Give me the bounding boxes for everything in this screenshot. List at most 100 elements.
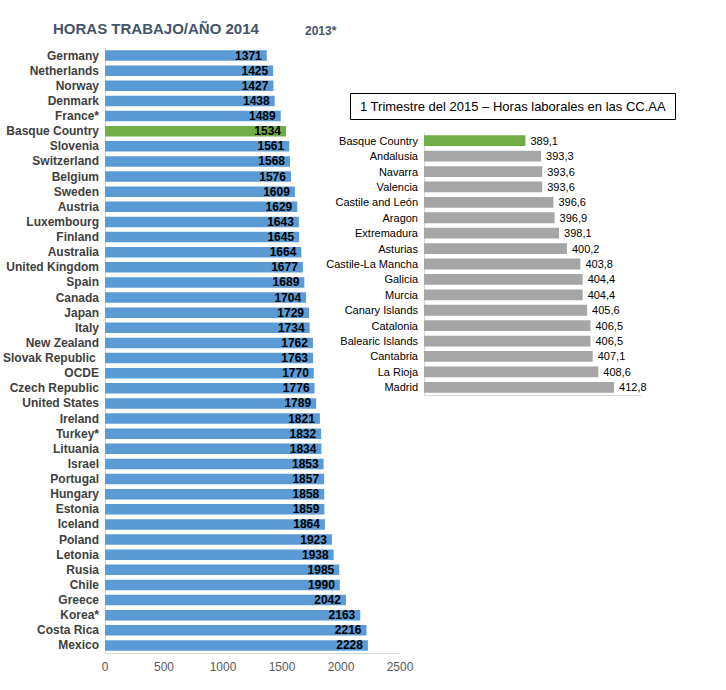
svg-text:1000: 1000 bbox=[210, 660, 237, 674]
svg-text:1561: 1561 bbox=[258, 139, 285, 153]
svg-text:Castile and León: Castile and León bbox=[335, 196, 418, 208]
svg-text:2013*: 2013* bbox=[305, 24, 337, 38]
svg-text:Israel: Israel bbox=[68, 457, 99, 471]
svg-text:La Rioja: La Rioja bbox=[378, 366, 419, 378]
svg-text:1664: 1664 bbox=[270, 245, 297, 259]
svg-text:1677: 1677 bbox=[271, 260, 298, 274]
svg-text:1858: 1858 bbox=[293, 487, 320, 501]
svg-text:1832: 1832 bbox=[289, 427, 316, 441]
svg-text:Mexico: Mexico bbox=[58, 638, 99, 652]
svg-text:1734: 1734 bbox=[278, 321, 305, 335]
svg-text:1489: 1489 bbox=[249, 109, 276, 123]
svg-text:Catalonia: Catalonia bbox=[372, 320, 419, 332]
svg-text:1938: 1938 bbox=[302, 548, 329, 562]
svg-text:Cantabria: Cantabria bbox=[370, 350, 419, 362]
svg-text:1834: 1834 bbox=[290, 442, 317, 456]
svg-text:1645: 1645 bbox=[267, 230, 294, 244]
svg-text:393,6: 393,6 bbox=[547, 181, 575, 193]
svg-text:1762: 1762 bbox=[281, 336, 308, 350]
svg-text:Sweden: Sweden bbox=[54, 185, 99, 199]
svg-text:Germany: Germany bbox=[47, 49, 99, 63]
svg-text:1729: 1729 bbox=[277, 306, 304, 320]
svg-text:2042: 2042 bbox=[314, 593, 341, 607]
svg-text:New Zealand: New Zealand bbox=[26, 336, 99, 350]
svg-text:407,1: 407,1 bbox=[598, 350, 626, 362]
svg-text:1425: 1425 bbox=[241, 64, 268, 78]
svg-text:Andalusia: Andalusia bbox=[370, 150, 419, 162]
svg-text:Madrid: Madrid bbox=[384, 381, 418, 393]
svg-text:Asturias: Asturias bbox=[378, 243, 418, 255]
svg-text:Iceland: Iceland bbox=[58, 517, 99, 531]
svg-text:Slovenia: Slovenia bbox=[50, 139, 100, 153]
svg-text:Greece: Greece bbox=[58, 593, 99, 607]
svg-text:1438: 1438 bbox=[243, 94, 270, 108]
svg-text:Canada: Canada bbox=[56, 291, 100, 305]
svg-text:406,5: 406,5 bbox=[595, 320, 623, 332]
svg-text:1857: 1857 bbox=[292, 472, 319, 486]
svg-text:Denmark: Denmark bbox=[48, 94, 100, 108]
svg-text:1776: 1776 bbox=[283, 381, 310, 395]
svg-text:406,5: 406,5 bbox=[595, 335, 623, 347]
svg-text:Extremadura: Extremadura bbox=[355, 227, 419, 239]
svg-text:1371: 1371 bbox=[235, 49, 262, 63]
svg-text:2228: 2228 bbox=[336, 638, 363, 652]
svg-text:Portugal: Portugal bbox=[50, 472, 99, 486]
svg-text:France*: France* bbox=[55, 109, 99, 123]
svg-text:396,6: 396,6 bbox=[558, 196, 586, 208]
svg-text:Finland: Finland bbox=[56, 230, 99, 244]
svg-text:Murcia: Murcia bbox=[385, 289, 419, 301]
svg-text:408,6: 408,6 bbox=[603, 366, 631, 378]
svg-text:Korea*: Korea* bbox=[60, 608, 99, 622]
svg-text:2500: 2500 bbox=[387, 660, 414, 674]
svg-text:2163: 2163 bbox=[329, 608, 356, 622]
svg-text:1643: 1643 bbox=[267, 215, 294, 229]
svg-text:1864: 1864 bbox=[293, 517, 320, 531]
svg-text:404,4: 404,4 bbox=[588, 289, 616, 301]
svg-text:393,6: 393,6 bbox=[547, 166, 575, 178]
svg-text:Costa Rica: Costa Rica bbox=[37, 623, 99, 637]
svg-text:1576: 1576 bbox=[259, 170, 286, 184]
svg-text:Valencia: Valencia bbox=[377, 181, 419, 193]
svg-text:Netherlands: Netherlands bbox=[30, 64, 100, 78]
svg-text:Japan: Japan bbox=[64, 306, 99, 320]
svg-text:Switzerland: Switzerland bbox=[32, 154, 99, 168]
svg-text:393,3: 393,3 bbox=[546, 150, 574, 162]
svg-text:Austria: Austria bbox=[58, 200, 100, 214]
svg-text:HORAS TRABAJO/AÑO 2014: HORAS TRABAJO/AÑO 2014 bbox=[53, 20, 260, 37]
svg-text:Balearic Islands: Balearic Islands bbox=[340, 335, 418, 347]
svg-text:1629: 1629 bbox=[266, 200, 293, 214]
svg-text:Poland: Poland bbox=[59, 533, 99, 547]
svg-text:500: 500 bbox=[154, 660, 174, 674]
svg-text:412,8: 412,8 bbox=[619, 381, 647, 393]
svg-text:2216: 2216 bbox=[335, 623, 362, 637]
svg-text:396,9: 396,9 bbox=[560, 212, 588, 224]
svg-text:405,6: 405,6 bbox=[592, 304, 620, 316]
svg-text:403,8: 403,8 bbox=[585, 258, 613, 270]
svg-text:Italy: Italy bbox=[75, 321, 99, 335]
svg-text:Estonia: Estonia bbox=[56, 502, 100, 516]
svg-text:Rusia: Rusia bbox=[66, 563, 99, 577]
svg-text:404,4: 404,4 bbox=[588, 273, 616, 285]
svg-text:Basque Country: Basque Country bbox=[339, 135, 418, 147]
svg-text:Hungary: Hungary bbox=[50, 487, 99, 501]
svg-text:1609: 1609 bbox=[263, 185, 290, 199]
svg-text:United Kingdom: United Kingdom bbox=[6, 260, 99, 274]
svg-text:Norway: Norway bbox=[56, 79, 100, 93]
svg-text:Navarra: Navarra bbox=[379, 166, 419, 178]
svg-text:1923: 1923 bbox=[300, 533, 327, 547]
svg-text:389,1: 389,1 bbox=[530, 135, 558, 147]
svg-text:Letonia: Letonia bbox=[56, 548, 99, 562]
svg-text:1 Trimestre del 2015 – Horas l: 1 Trimestre del 2015 – Horas laborales e… bbox=[360, 99, 666, 114]
svg-text:1859: 1859 bbox=[293, 502, 320, 516]
svg-text:0: 0 bbox=[102, 660, 109, 674]
svg-text:1534: 1534 bbox=[254, 124, 281, 138]
svg-text:Spain: Spain bbox=[66, 275, 99, 289]
svg-text:Ireland: Ireland bbox=[60, 412, 99, 426]
svg-text:1853: 1853 bbox=[292, 457, 319, 471]
svg-text:Chile: Chile bbox=[70, 578, 100, 592]
svg-text:Basque Country: Basque Country bbox=[6, 124, 99, 138]
svg-text:1789: 1789 bbox=[284, 396, 311, 410]
svg-text:1689: 1689 bbox=[273, 275, 300, 289]
svg-text:400,2: 400,2 bbox=[572, 243, 600, 255]
svg-text:Galicia: Galicia bbox=[384, 273, 419, 285]
